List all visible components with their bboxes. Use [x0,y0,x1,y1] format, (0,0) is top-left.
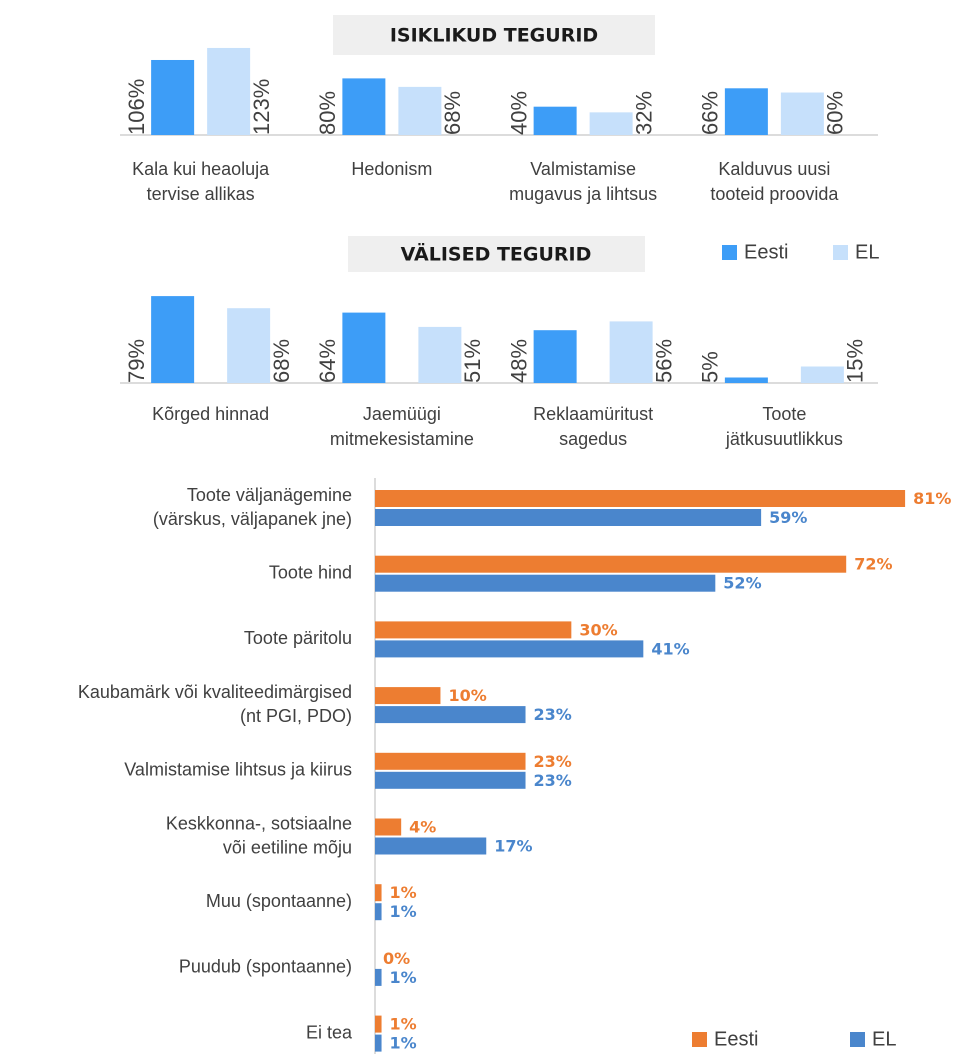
bar [342,78,386,135]
y-tick-label: Keskkonna-, sotsiaalne või eetiline mõju [166,813,352,857]
y-tick-label: Puudub (spontaanne) [179,957,352,977]
data-label: 66% [698,91,723,135]
data-label: 23% [534,771,572,790]
bar [375,771,526,789]
y-tick-label: Toote päritolu [244,628,352,648]
title-box [348,236,645,272]
bar [375,509,762,526]
bar [375,1015,382,1033]
data-label: 56% [651,339,676,383]
bar [724,88,768,135]
bar [375,752,526,770]
x-tick-label: Kala kui heaoluja tervise allikas [132,159,270,204]
bar [533,106,577,135]
data-label: 30% [579,620,617,639]
data-label: 79% [124,339,149,383]
y-tick-label: Kaubamärk või kvaliteedimärgised (nt PGI,… [78,682,352,726]
bar [609,321,653,383]
data-label: 40% [506,91,531,135]
bar [398,86,442,135]
legend-swatch [850,1032,865,1047]
bar [533,330,577,383]
legend-label: Eesti [744,241,788,263]
bar [342,312,386,383]
title-box [333,15,655,55]
bar [227,308,271,383]
x-tick-label: Jaemüügi mitmekesistamine [330,404,474,449]
data-label: 5% [698,351,723,383]
y-tick-label: Valmistamise lihtsus ja kiirus [124,760,352,780]
bar [418,326,462,383]
data-label: 32% [631,91,656,135]
bar [375,903,382,921]
bar [375,706,526,724]
data-label: 41% [651,639,689,658]
y-tick-label: Muu (spontaanne) [206,891,352,911]
x-tick-label: Hedonism [351,159,432,179]
bar [780,92,824,135]
bar [375,490,906,507]
bar [375,884,382,902]
data-label: 23% [534,705,572,724]
chart-title: ISIKLIKUD TEGURID [390,25,598,47]
legend-label: Eesti [714,1028,758,1050]
data-label: 52% [723,574,761,593]
data-label: 1% [390,902,417,921]
bar [724,377,768,383]
data-label: 123% [249,79,274,135]
data-label: 59% [769,508,807,527]
data-label: 0% [383,949,410,968]
data-label: 72% [854,555,892,574]
legend-swatch [833,245,848,260]
data-label: 60% [823,91,848,135]
bar [375,621,572,639]
data-label: 1% [390,1015,417,1034]
data-label: 68% [269,339,294,383]
bar [151,59,195,135]
data-label: 68% [440,91,465,135]
y-tick-label: Toote väljanägemine (värskus, väljapanek … [153,485,352,529]
data-label: 64% [315,339,340,383]
data-label: 80% [315,91,340,135]
bar [375,968,382,986]
chart-title: VÄLISED TEGURID [401,242,592,266]
data-label: 106% [124,79,149,135]
data-label: 15% [843,339,868,383]
data-label: 81% [913,489,951,508]
data-label: 48% [506,339,531,383]
x-tick-label: Kalduvus uusi tooteid proovida [710,159,839,204]
bar [375,687,441,705]
bar [375,1034,382,1052]
data-label: 1% [390,883,417,902]
bar [207,47,251,136]
x-tick-label: Reklaamüritust sagedus [533,404,653,449]
legend-label: EL [872,1028,896,1050]
data-label: 10% [448,686,486,705]
bar [375,640,644,658]
bar [589,112,633,135]
bar [375,818,402,836]
data-label: 17% [494,837,532,856]
y-tick-label: Toote hind [269,562,352,582]
bar [375,555,847,573]
data-label: 1% [390,1034,417,1053]
data-label: 1% [390,968,417,987]
data-label: 51% [460,339,485,383]
legend-swatch [722,245,737,260]
bar [375,574,716,592]
x-tick-label: Toote jätkusuutlikkus [725,404,843,449]
x-tick-label: Kõrged hinnad [152,404,269,424]
bar [375,837,487,855]
data-label: 4% [409,818,436,837]
x-tick-label: Valmistamise mugavus ja lihtsus [509,159,657,204]
data-label: 23% [534,752,572,771]
legend-swatch [692,1032,707,1047]
legend-label: EL [855,241,879,263]
bar [151,296,195,383]
bar [800,366,844,383]
y-tick-label: Ei tea [306,1022,353,1042]
